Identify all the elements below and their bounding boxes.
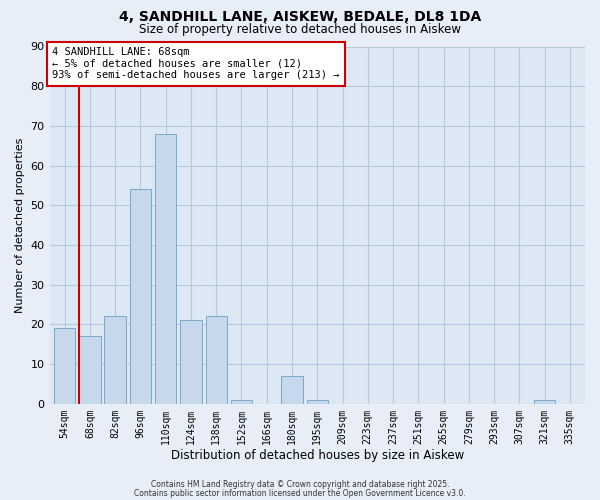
Bar — [180, 320, 202, 404]
Bar — [104, 316, 126, 404]
Bar — [307, 400, 328, 404]
Text: 4, SANDHILL LANE, AISKEW, BEDALE, DL8 1DA: 4, SANDHILL LANE, AISKEW, BEDALE, DL8 1D… — [119, 10, 481, 24]
Text: Contains public sector information licensed under the Open Government Licence v3: Contains public sector information licen… — [134, 488, 466, 498]
Text: Contains HM Land Registry data © Crown copyright and database right 2025.: Contains HM Land Registry data © Crown c… — [151, 480, 449, 489]
Bar — [231, 400, 252, 404]
Bar — [534, 400, 556, 404]
X-axis label: Distribution of detached houses by size in Aiskew: Distribution of detached houses by size … — [170, 450, 464, 462]
Y-axis label: Number of detached properties: Number of detached properties — [15, 138, 25, 313]
Bar — [54, 328, 76, 404]
Bar — [130, 190, 151, 404]
Bar — [281, 376, 303, 404]
Text: 4 SANDHILL LANE: 68sqm
← 5% of detached houses are smaller (12)
93% of semi-deta: 4 SANDHILL LANE: 68sqm ← 5% of detached … — [52, 47, 340, 80]
Bar — [206, 316, 227, 404]
Bar — [155, 134, 176, 404]
Bar — [79, 336, 101, 404]
Text: Size of property relative to detached houses in Aiskew: Size of property relative to detached ho… — [139, 22, 461, 36]
